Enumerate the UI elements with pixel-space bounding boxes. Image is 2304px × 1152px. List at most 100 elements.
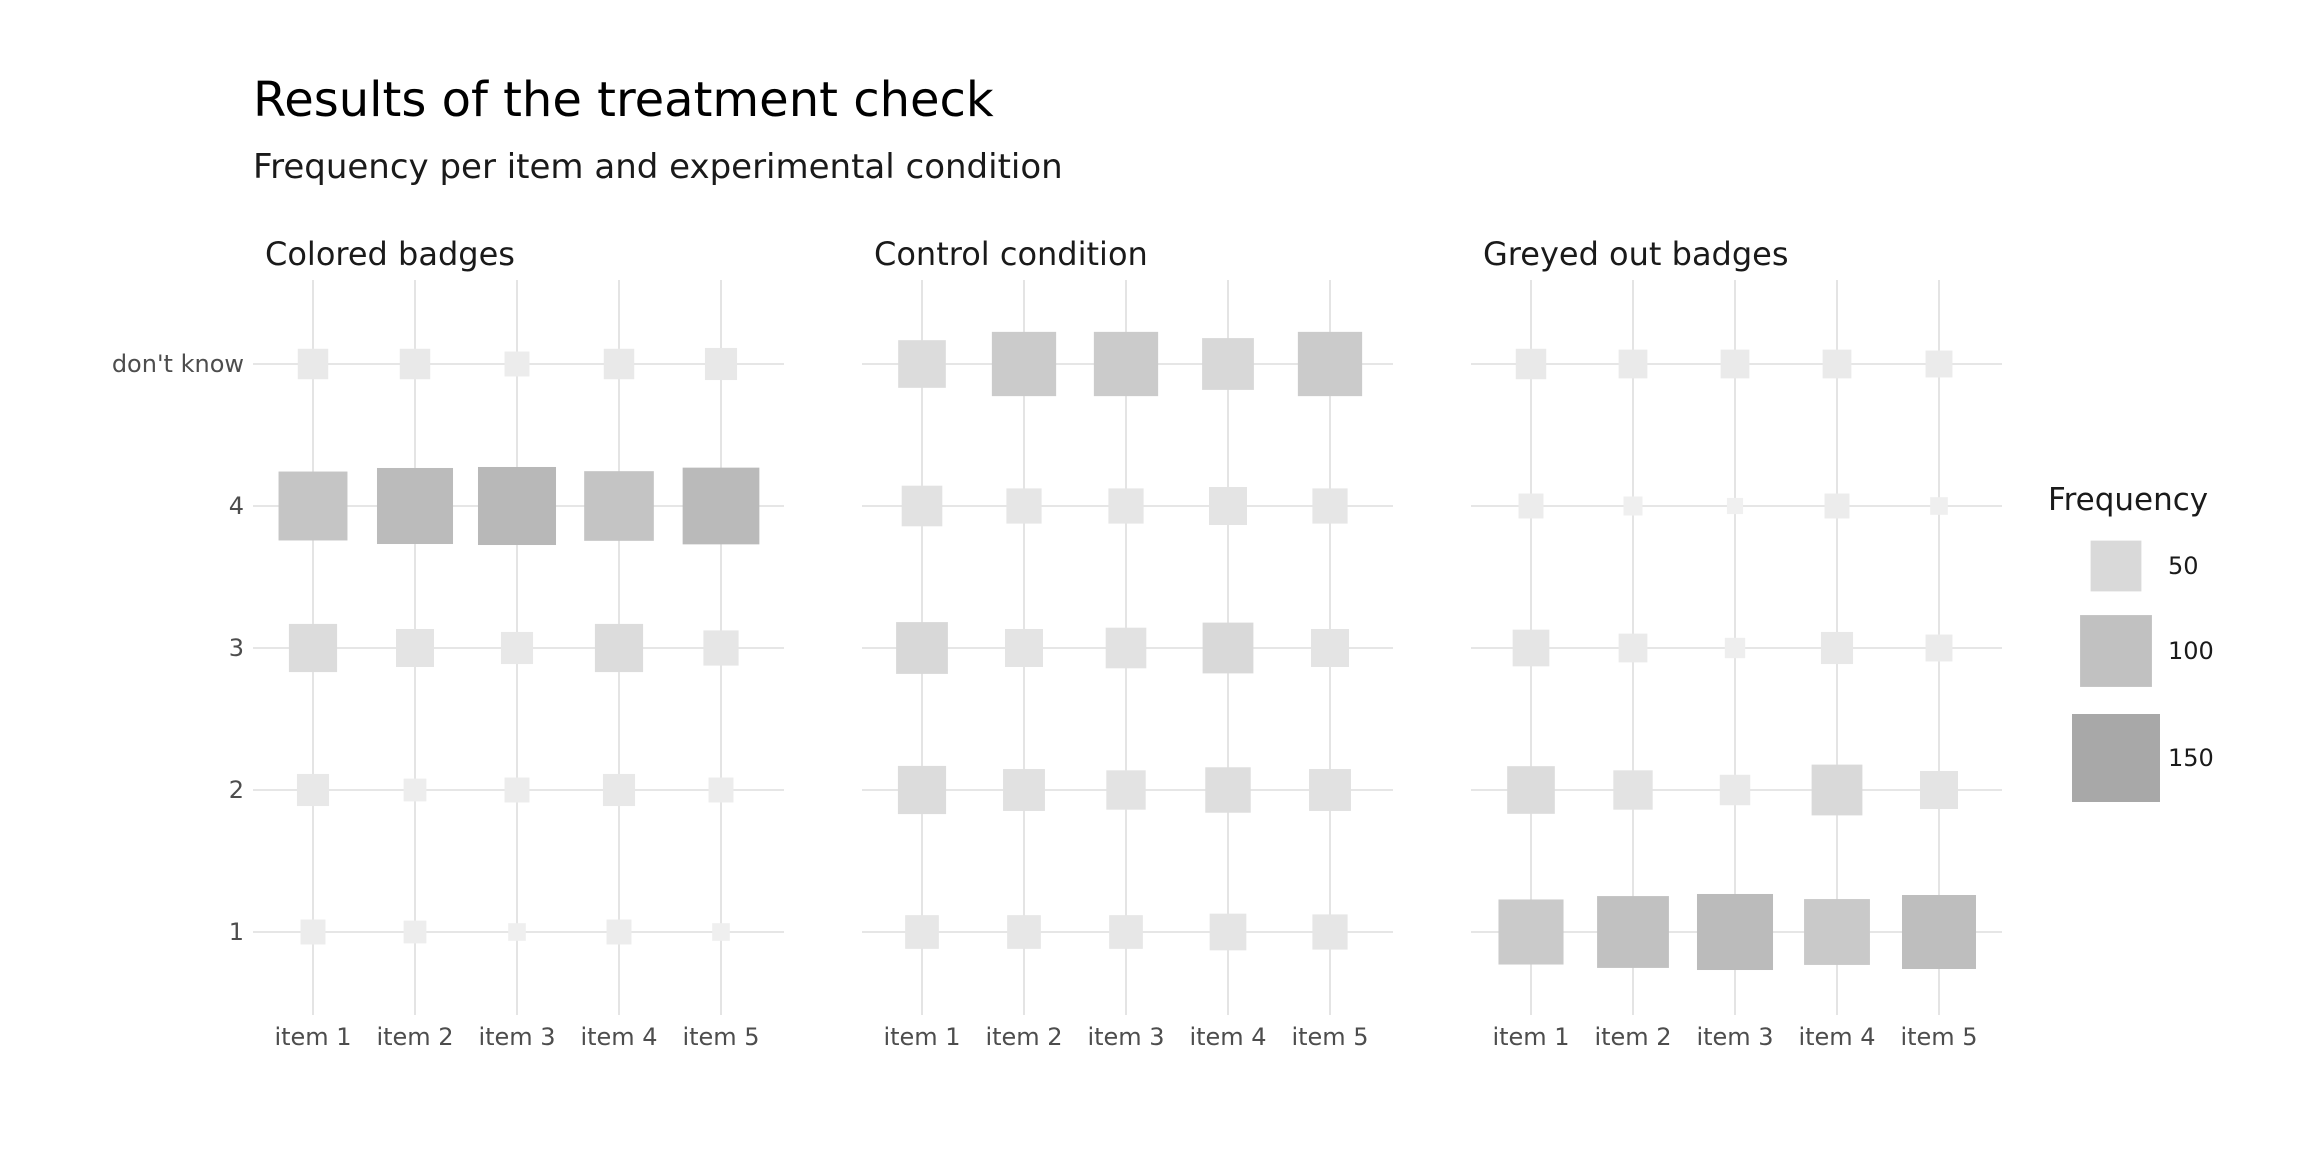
cell-square [1507,766,1555,814]
x-tick-label: item 2 [985,1023,1062,1051]
cell-square [704,347,738,381]
panel-label: Colored badges [265,235,515,273]
cell-square [1512,629,1550,667]
cell-square [1822,349,1852,379]
cell-square [603,348,635,380]
cell-square [1518,493,1544,519]
cell-square [1309,769,1351,811]
legend-label: 50 [2168,552,2199,580]
legend-key [2090,540,2142,592]
cell-square [1515,348,1547,380]
cell-square [1202,338,1254,390]
cell-square [1726,497,1744,515]
cell-square [376,467,454,545]
cell-square [1719,774,1751,806]
cell-square [1105,627,1147,669]
cell-square [1004,628,1044,668]
cell-square [896,622,948,674]
y-tick-label: 2 [229,776,244,804]
x-tick-label: item 5 [1900,1023,1977,1051]
y-tick-label: 4 [229,492,244,520]
panel-control-condition: Control condition item 1 item 2 item 3 item … [862,235,1393,1051]
cell-square [991,331,1057,397]
cell-square [1720,349,1750,379]
cell-square [682,467,760,545]
cell-square [1310,628,1350,668]
cell-square [1007,915,1041,949]
cell-square [300,919,326,945]
cell-square [1297,331,1363,397]
facet-panels: Colored badges item 1 item 2 item 3 item 4 it… [253,235,2002,1051]
x-tick-label: item 3 [478,1023,555,1051]
cell-square [296,773,330,807]
y-tick-label: don't know [112,350,244,378]
cell-square [504,777,530,803]
y-tick-label: 3 [229,634,244,662]
cell-square [403,920,427,944]
cell-square [584,471,654,541]
cell-square [1312,488,1348,524]
x-tick-label: item 1 [883,1023,960,1051]
legend-title: Frequency [2048,482,2208,518]
cell-square [1205,767,1251,813]
x-tick-label: item 3 [1696,1023,1773,1051]
cell-square [278,471,348,541]
chart-title: Results of the treatment check [253,72,994,128]
cell-square [712,923,730,941]
cell-square [1613,770,1653,810]
cell-square [1209,913,1247,951]
cell-square [594,623,644,673]
cell-square [508,923,526,941]
x-tick-label: item 4 [580,1023,657,1051]
cell-square [708,777,734,803]
cell-square [1106,770,1146,810]
x-tick-label: item 1 [274,1023,351,1051]
cell-square [703,630,739,666]
cell-square [500,631,534,665]
x-tick-label: item 5 [1291,1023,1368,1051]
legend-key [2080,615,2152,687]
cell-square [403,778,427,802]
cell-square [1925,350,1953,378]
cell-square [898,340,946,388]
cell-square [1202,622,1254,674]
cell-square [1003,769,1045,811]
cell-square [1930,497,1948,515]
cell-square [1108,488,1144,524]
cell-square [477,466,557,546]
cell-square [901,485,943,527]
legend-label: 150 [2168,744,2214,772]
cell-square [1312,914,1348,950]
cell-square [1824,493,1850,519]
x-tick-label: item 3 [1087,1023,1164,1051]
cell-square [1811,764,1863,816]
cell-square [1925,634,1953,662]
legend: Frequency 50 100 150 [2048,482,2214,802]
x-tick-label: item 2 [376,1023,453,1051]
cell-square [1724,637,1746,659]
cell-square [1902,895,1976,969]
cell-square [297,348,329,380]
panel-greyed-out-badges: Greyed out badges item 1 item 2 item 3 item … [1471,235,2002,1051]
cell-square [1208,486,1248,526]
cell-square [504,351,530,377]
cell-square [602,773,636,807]
x-tick-label: item 5 [682,1023,759,1051]
y-axis: 1 2 3 4 don't know [112,350,244,946]
cell-square [897,765,947,815]
cell-square [1623,496,1643,516]
panel-colored-badges: Colored badges item 1 item 2 item 3 item 4 it… [253,235,784,1051]
legend-key [2072,714,2160,802]
panel-label: Control condition [874,235,1148,273]
cell-square [905,915,939,949]
cell-square [1804,899,1870,965]
cell-square [399,348,431,380]
cell-square [1597,896,1669,968]
y-tick-label: 1 [229,918,244,946]
cell-square [1696,893,1774,971]
cell-square [1820,631,1854,665]
cell-square [1919,770,1959,810]
cell-square [606,919,632,945]
x-tick-label: item 2 [1594,1023,1671,1051]
